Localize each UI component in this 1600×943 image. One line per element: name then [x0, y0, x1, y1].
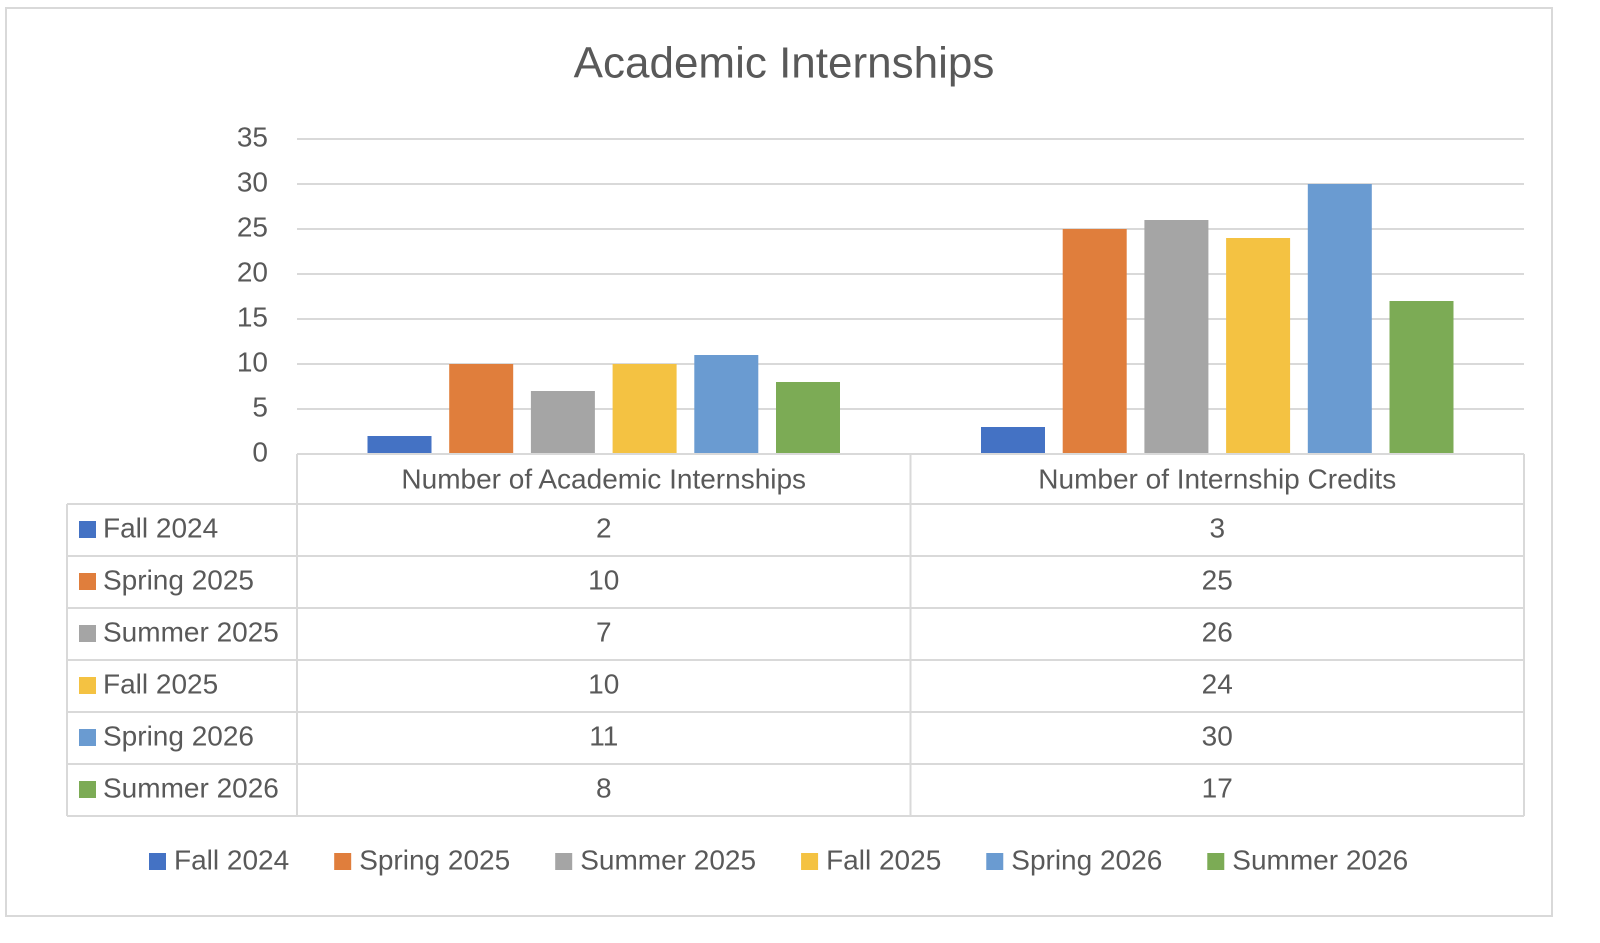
legend-key — [986, 853, 1004, 870]
table-row-label: Summer 2025 — [103, 616, 279, 647]
table-row-label: Spring 2026 — [103, 720, 254, 751]
table-header: Number of Internship Credits — [1038, 463, 1396, 494]
bar — [449, 364, 514, 454]
table-row-label: Spring 2025 — [103, 564, 254, 595]
bar — [612, 364, 677, 454]
table-cell: 24 — [1202, 668, 1233, 699]
table-cell: 10 — [588, 668, 619, 699]
table-cell: 26 — [1202, 616, 1233, 647]
legend-key — [149, 853, 166, 870]
y-tick-label: 5 — [252, 391, 268, 422]
bar — [1389, 301, 1454, 454]
legend-label: Summer 2026 — [1232, 844, 1408, 875]
table-cell: 30 — [1202, 720, 1233, 751]
table-legend-key — [79, 573, 96, 590]
table-cell: 7 — [596, 616, 612, 647]
legend-label: Spring 2026 — [1011, 844, 1162, 875]
y-tick-label: 30 — [237, 166, 268, 197]
y-tick-label: 10 — [237, 346, 268, 377]
bar — [776, 382, 840, 454]
table-legend-key — [79, 781, 96, 798]
legend-key — [334, 853, 352, 870]
table-row-label: Summer 2026 — [103, 772, 279, 803]
table-legend-key — [79, 729, 96, 746]
table-row-label: Fall 2025 — [103, 668, 218, 699]
table-legend-key — [79, 521, 96, 538]
bar — [367, 436, 432, 454]
y-tick-label: 35 — [237, 121, 268, 152]
table-cell: 2 — [596, 512, 612, 543]
table-cell: 10 — [588, 564, 619, 595]
table-header: Number of Academic Internships — [401, 463, 806, 494]
bar — [1226, 238, 1291, 454]
y-tick-label: 0 — [252, 436, 268, 467]
legend-label: Spring 2025 — [359, 844, 510, 875]
table-cell: 8 — [596, 772, 612, 803]
legend-key — [801, 853, 819, 870]
table-cell: 3 — [1209, 512, 1225, 543]
table-legend-key — [79, 677, 96, 694]
table-cell: 25 — [1202, 564, 1233, 595]
y-tick-label: 25 — [237, 211, 268, 242]
y-tick-label: 20 — [237, 256, 268, 287]
bar — [530, 391, 595, 454]
legend-label: Summer 2025 — [580, 844, 756, 875]
table-row-label: Fall 2024 — [103, 512, 218, 543]
chart-title: Academic Internships — [574, 39, 995, 88]
bar — [1144, 220, 1209, 454]
bar — [1062, 229, 1127, 454]
legend-label: Fall 2025 — [826, 844, 941, 875]
table-cell: 11 — [589, 720, 618, 751]
bar — [981, 427, 1045, 454]
bar — [694, 355, 759, 454]
legend-key — [1207, 853, 1225, 870]
table-cell: 17 — [1202, 772, 1233, 803]
y-tick-label: 15 — [237, 301, 268, 332]
bar — [1307, 184, 1372, 454]
table-legend-key — [79, 625, 96, 642]
legend-key — [555, 853, 573, 870]
legend-label: Fall 2024 — [174, 844, 289, 875]
